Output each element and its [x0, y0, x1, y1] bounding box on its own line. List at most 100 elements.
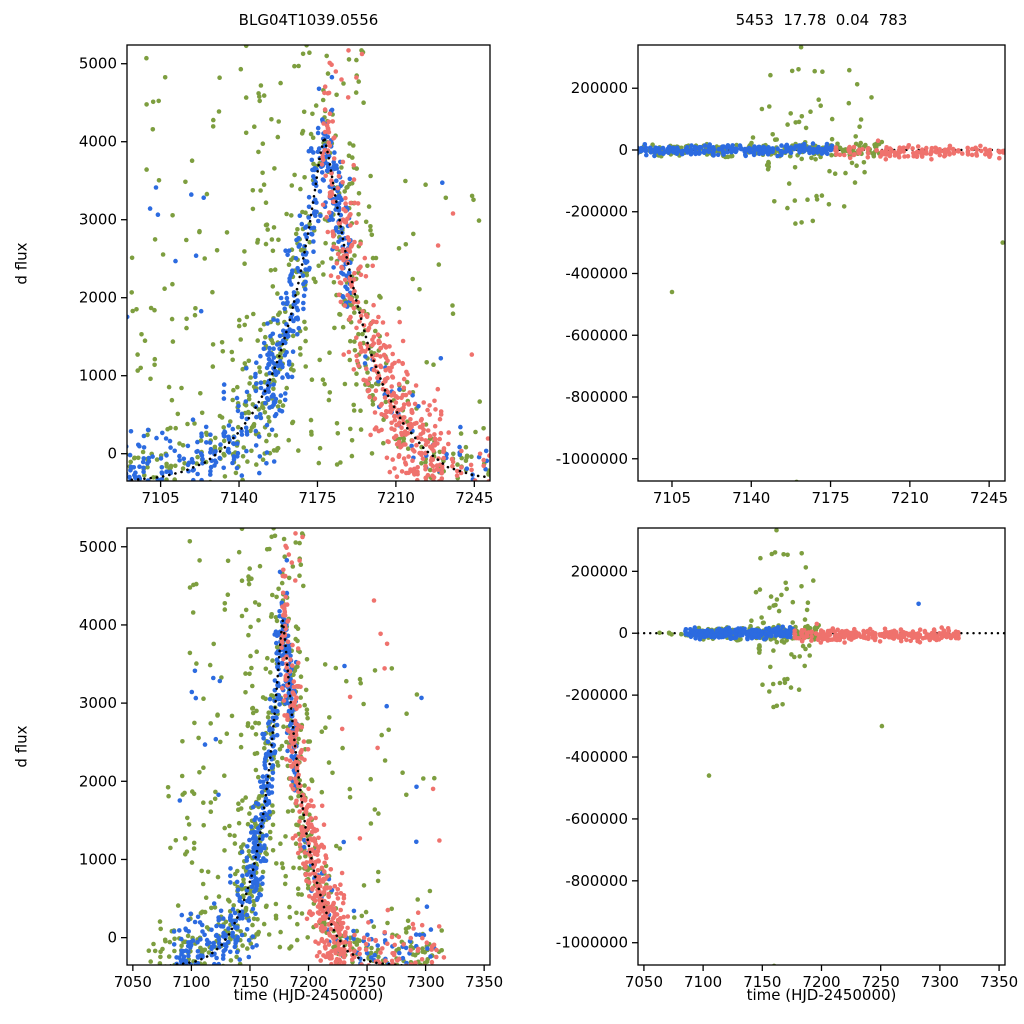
- data-point: [294, 910, 299, 916]
- data-point: [807, 643, 812, 648]
- data-point: [351, 143, 356, 148]
- panel-bottom-right: 7050 7100 7150 7200 7250 7300 73502000000-2000…: [556, 527, 1018, 991]
- data-point: [396, 483, 401, 488]
- data-point: [277, 360, 282, 366]
- data-point: [243, 399, 249, 404]
- data-point: [257, 98, 263, 104]
- y-tick-label: 0: [618, 141, 628, 159]
- data-point: [247, 811, 252, 816]
- data-point: [322, 90, 327, 96]
- data-point: [491, 435, 496, 440]
- data-point: [362, 361, 368, 366]
- data-point: [414, 839, 419, 845]
- data-point: [321, 845, 327, 850]
- data-point: [186, 953, 191, 959]
- y-tick-label: 5000: [79, 55, 117, 73]
- data-point: [752, 148, 758, 153]
- data-point: [317, 357, 323, 363]
- data-point: [805, 623, 810, 629]
- data-point: [329, 107, 335, 113]
- data-point: [145, 432, 150, 438]
- data-point: [378, 631, 383, 637]
- data-point: [274, 640, 279, 646]
- data-point: [490, 293, 495, 298]
- scatter-points-blue: [638, 141, 835, 159]
- x-tick-label: 7105: [142, 489, 180, 507]
- data-point: [331, 233, 336, 239]
- data-point: [812, 68, 817, 74]
- data-point: [779, 592, 784, 598]
- data-point: [275, 651, 280, 656]
- data-point: [329, 62, 334, 67]
- data-point: [273, 396, 279, 402]
- data-point: [404, 792, 409, 798]
- data-point: [154, 435, 159, 441]
- data-point: [333, 665, 339, 671]
- data-point: [1000, 148, 1005, 154]
- data-point: [184, 316, 189, 322]
- data-point: [378, 354, 383, 359]
- data-point: [385, 389, 391, 395]
- data-point: [331, 280, 337, 285]
- data-point: [202, 961, 207, 965]
- data-point: [260, 881, 265, 886]
- data-point: [354, 294, 360, 300]
- data-point: [255, 338, 260, 343]
- data-point: [390, 351, 396, 357]
- data-point: [435, 243, 441, 248]
- data-point: [869, 95, 874, 100]
- data-point: [128, 459, 133, 465]
- data-point: [246, 393, 252, 399]
- data-point: [318, 213, 323, 218]
- data-point: [306, 204, 312, 210]
- data-point: [229, 349, 235, 355]
- data-point: [321, 121, 326, 126]
- data-point: [171, 942, 177, 947]
- data-point: [458, 424, 463, 430]
- data-point: [347, 141, 353, 146]
- data-point: [772, 199, 777, 204]
- data-point: [302, 850, 308, 855]
- data-point: [782, 680, 788, 686]
- data-point: [802, 617, 808, 622]
- data-point: [946, 146, 952, 152]
- data-point: [347, 357, 353, 363]
- data-point: [212, 444, 218, 450]
- data-point: [340, 247, 346, 252]
- data-point: [369, 350, 374, 355]
- data-point: [491, 338, 496, 343]
- data-point: [244, 366, 249, 371]
- data-point: [358, 313, 364, 319]
- data-point: [290, 333, 296, 339]
- data-point: [422, 950, 428, 955]
- data-point: [240, 798, 245, 803]
- data-point: [390, 362, 395, 367]
- data-point: [799, 156, 804, 162]
- data-point: [311, 826, 317, 832]
- data-point: [249, 522, 254, 527]
- data-point: [341, 893, 347, 898]
- data-point: [311, 239, 316, 244]
- data-point: [432, 775, 437, 781]
- data-point: [385, 907, 391, 913]
- data-point: [221, 451, 226, 457]
- data-point: [292, 63, 297, 69]
- data-point: [399, 430, 404, 436]
- data-point: [368, 776, 374, 782]
- data-point: [438, 409, 444, 414]
- data-point: [216, 894, 222, 899]
- data-point: [307, 894, 312, 899]
- data-point: [303, 871, 309, 877]
- data-point: [337, 967, 342, 972]
- data-point: [354, 335, 359, 341]
- data-point: [222, 773, 227, 778]
- data-point: [239, 849, 245, 855]
- data-point: [208, 800, 214, 805]
- data-point: [198, 967, 203, 972]
- data-point: [937, 152, 943, 158]
- data-point: [154, 457, 160, 462]
- data-point: [293, 624, 299, 629]
- data-point: [242, 361, 248, 366]
- data-point: [341, 839, 347, 845]
- data-point: [363, 299, 369, 305]
